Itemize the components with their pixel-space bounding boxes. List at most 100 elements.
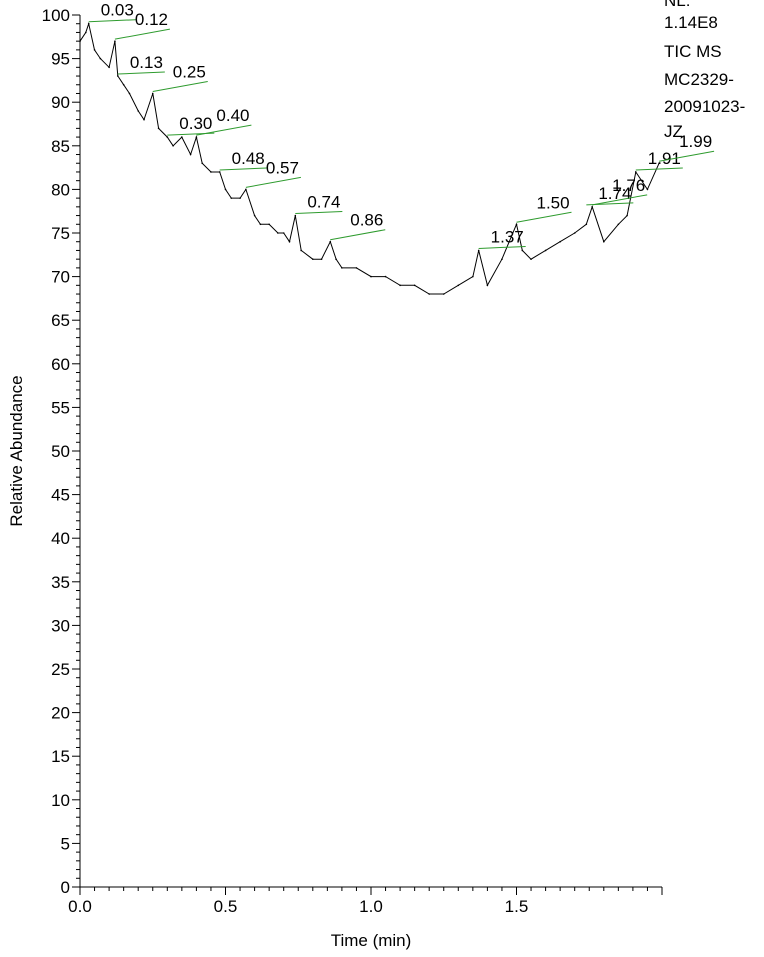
series-layer — [79, 21, 660, 295]
peak-leader-line — [152, 80, 208, 92]
data-point — [486, 284, 489, 287]
peak-label: 0.30 — [179, 114, 212, 133]
y-tick-label: 25 — [51, 660, 70, 679]
peak-leader-line — [196, 124, 252, 136]
y-tick-label: 50 — [51, 442, 70, 461]
peak-label: 1.74 — [598, 184, 631, 203]
y-tick-label: 40 — [51, 529, 70, 548]
header-info-line: NL: — [664, 0, 690, 10]
y-tick-label: 45 — [51, 486, 70, 505]
y-tick-label: 95 — [51, 50, 70, 69]
data-point — [341, 267, 343, 269]
data-point — [635, 171, 637, 173]
peak-label: 0.03 — [101, 1, 134, 20]
y-tick-label: 5 — [61, 834, 70, 853]
y-tick-label: 20 — [51, 704, 70, 723]
peak-label: 0.13 — [130, 53, 163, 72]
data-point — [117, 75, 119, 77]
peak-label: 0.40 — [216, 106, 249, 125]
data-point — [442, 293, 445, 295]
y-axis-title: Relative Abundance — [7, 375, 26, 526]
y-tick-label: 55 — [51, 398, 70, 417]
data-point — [617, 223, 620, 226]
data-point — [114, 40, 116, 42]
data-point — [122, 83, 125, 86]
peak-label: 0.48 — [232, 149, 265, 168]
peak-label: 0.12 — [135, 10, 168, 29]
data-point — [137, 110, 139, 112]
data-point — [335, 258, 337, 260]
header-info: NL: 1.14E8 TIC MS MC2329- 20091023- JZ — [664, 0, 745, 141]
y-tick-label: 35 — [51, 573, 70, 592]
data-point — [294, 214, 297, 217]
data-point — [143, 118, 145, 121]
x-ticks: 0.0 0.5 1.0 1.5 — [68, 887, 663, 916]
header-info-line: 1.14E8 — [664, 13, 718, 32]
data-point — [195, 136, 198, 138]
data-point — [189, 153, 192, 156]
data-point — [384, 275, 387, 278]
data-point — [157, 127, 160, 130]
data-point — [151, 92, 154, 95]
data-point — [515, 223, 518, 226]
peak-label: 1.99 — [679, 132, 712, 151]
peak-label: 1.50 — [537, 193, 570, 212]
data-point — [312, 258, 314, 260]
data-point — [85, 31, 87, 34]
peak-leader-line — [88, 19, 136, 23]
data-point — [245, 188, 247, 191]
data-point — [172, 145, 174, 147]
data-point — [472, 275, 474, 278]
data-point — [288, 240, 291, 243]
header-info-line: 20091023- — [664, 97, 745, 116]
data-point — [300, 249, 302, 252]
peak-label: 1.37 — [491, 227, 524, 246]
axes — [79, 15, 662, 888]
data-point — [108, 66, 110, 69]
peak-label: 0.86 — [350, 211, 383, 230]
y-tick-label: 85 — [51, 137, 70, 156]
y-tick-label: 60 — [51, 355, 70, 374]
y-tick-label: 65 — [51, 311, 70, 330]
data-point — [218, 171, 221, 173]
data-point — [585, 223, 588, 226]
data-point — [253, 214, 256, 217]
data-point — [559, 240, 561, 243]
series-line — [79, 21, 660, 295]
data-point — [428, 293, 431, 295]
data-point — [87, 22, 90, 25]
data-point — [268, 223, 270, 226]
data-point — [93, 49, 96, 51]
y-tick-label: 0 — [61, 878, 70, 897]
x-tick-label: 1.0 — [359, 897, 383, 916]
data-point — [79, 40, 81, 42]
data-point — [477, 249, 480, 252]
header-info-line: MC2329- — [664, 70, 734, 89]
annotation-layer: 0.03 0.12 0.13 0.25 0.30 0.40 0.48 0.57 0.74 0.86… — [88, 1, 715, 249]
data-point — [603, 240, 605, 243]
peak-leader-line — [219, 167, 267, 171]
data-point — [329, 240, 332, 243]
peak-leader-line — [114, 28, 171, 40]
peak-leader-line — [478, 245, 526, 249]
data-point — [166, 136, 169, 138]
y-tick-label: 10 — [51, 791, 70, 810]
data-point — [626, 214, 628, 217]
header-info-line: TIC MS — [664, 42, 722, 61]
peak-leader-line — [330, 229, 386, 241]
data-point — [646, 188, 649, 191]
peak-leader-line — [295, 211, 343, 215]
header-info-line: JZ — [664, 122, 683, 141]
peak-label: 1.76 — [612, 176, 645, 195]
data-point — [224, 188, 227, 191]
x-axis-title: Time (min) — [331, 931, 412, 950]
peak-leader-line — [592, 194, 648, 206]
data-point — [239, 197, 241, 199]
y-tick-label: 70 — [51, 268, 70, 287]
data-point — [501, 258, 503, 260]
data-point — [210, 171, 212, 173]
data-point — [355, 267, 358, 269]
data-point — [457, 284, 460, 287]
peak-leader-line — [516, 211, 572, 223]
